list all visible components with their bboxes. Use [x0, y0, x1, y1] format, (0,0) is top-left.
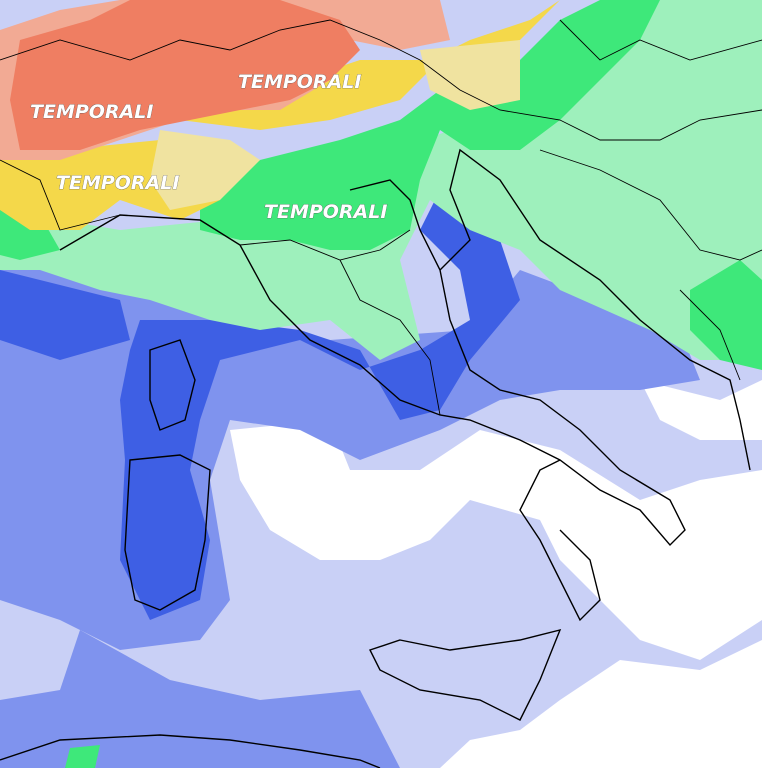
coastlines	[0, 19, 762, 768]
map-label: TEMPORALI	[56, 172, 179, 194]
pale-zone	[150, 40, 520, 210]
map-label: TEMPORALI	[30, 101, 153, 123]
map-label: TEMPORALI	[264, 201, 387, 223]
extreme-zone	[10, 0, 360, 150]
map-label: TEMPORALI	[238, 71, 361, 93]
